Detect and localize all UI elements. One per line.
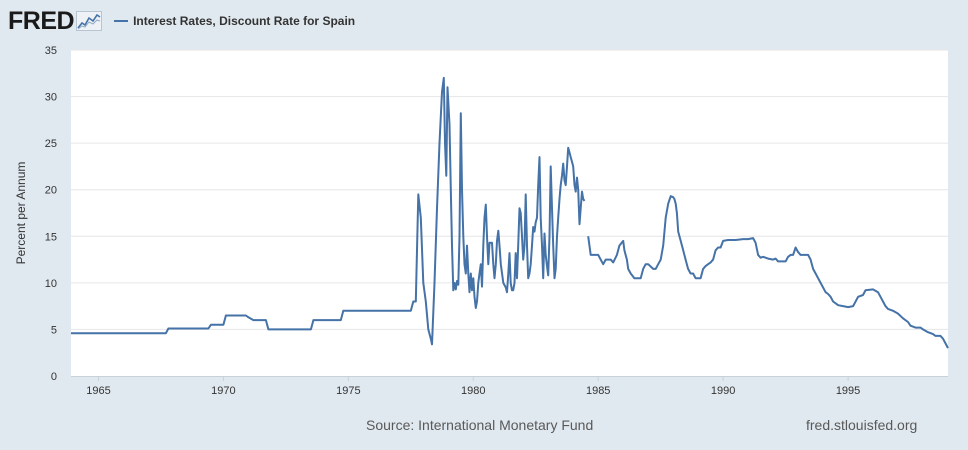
- source-text: Source: International Monetary Fund: [366, 417, 594, 433]
- header: FRED Interest Rates, Discount Rate for S…: [8, 6, 355, 36]
- site-link[interactable]: fred.stlouisfed.org: [806, 417, 918, 433]
- y-tick-label: 30: [45, 92, 57, 104]
- x-tick-label: 1975: [336, 385, 360, 397]
- x-tick-label: 1985: [586, 385, 610, 397]
- y-tick-label: 35: [45, 45, 57, 57]
- x-tick-label: 1980: [461, 385, 485, 397]
- y-tick-label: 15: [45, 231, 57, 243]
- legend-swatch: [114, 20, 129, 22]
- logo-text: FRED: [8, 6, 75, 35]
- x-tick-label: 1970: [211, 385, 235, 397]
- y-tick-label: 5: [51, 324, 57, 336]
- x-tick-label: 1990: [711, 385, 735, 397]
- plot-area: [71, 50, 948, 376]
- chart-icon: [76, 11, 103, 31]
- series-line: [587, 195, 949, 349]
- y-tick-label: 0: [51, 371, 57, 383]
- fred-logo[interactable]: FRED: [8, 6, 103, 35]
- y-axis-label: Percent per Annum: [14, 161, 28, 265]
- series-line: [71, 76, 586, 346]
- x-tick-label: 1995: [836, 385, 860, 397]
- y-tick-label: 25: [45, 138, 57, 150]
- x-tick-label: 1965: [86, 385, 110, 397]
- y-tick-label: 10: [45, 278, 57, 290]
- y-tick-label: 20: [45, 185, 57, 197]
- legend: Interest Rates, Discount Rate for Spain: [114, 14, 355, 28]
- legend-label: Interest Rates, Discount Rate for Spain: [133, 14, 356, 28]
